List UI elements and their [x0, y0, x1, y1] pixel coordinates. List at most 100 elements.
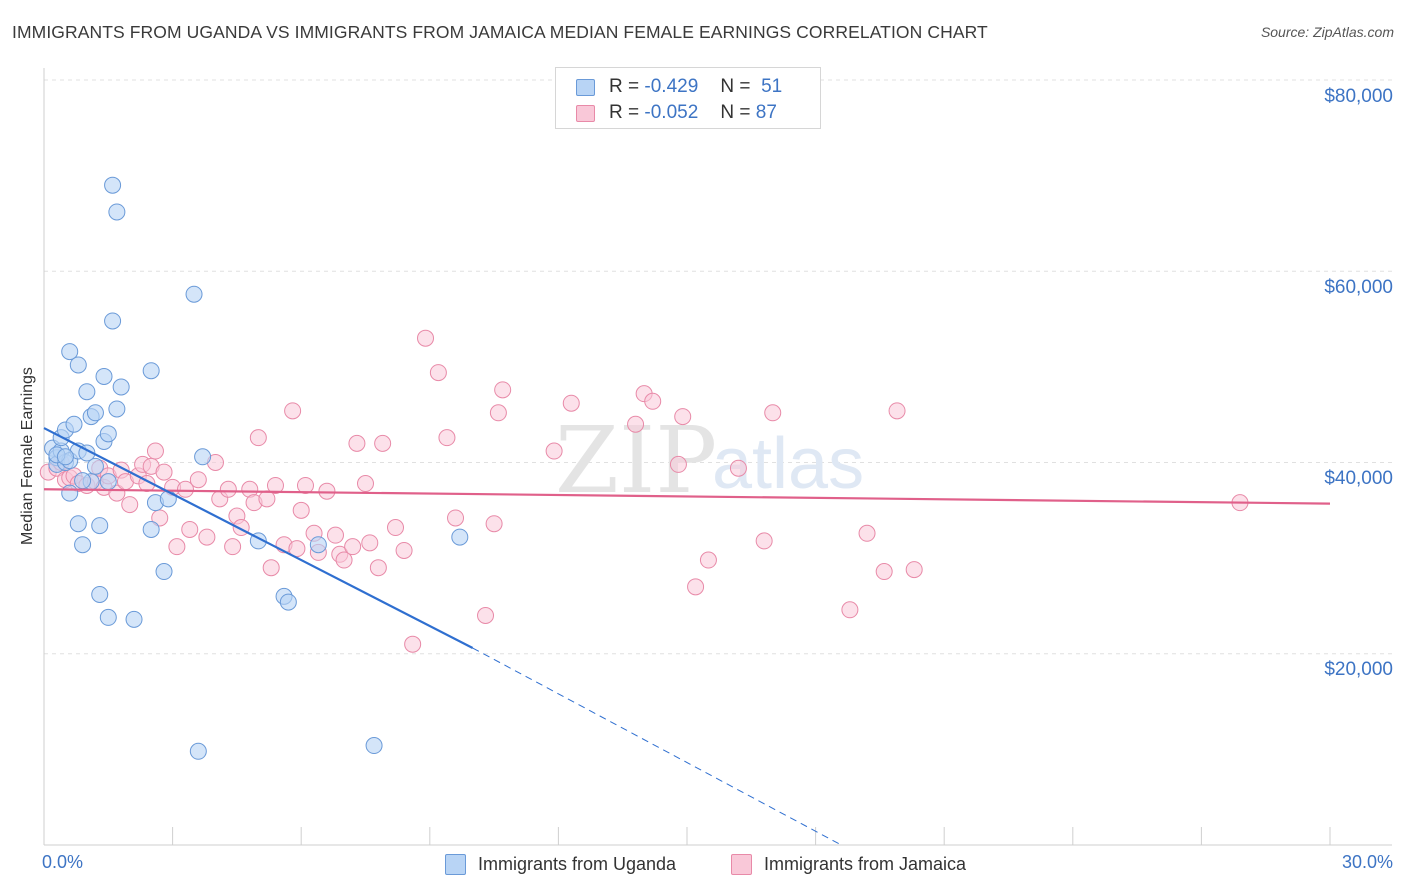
trend-lines	[43, 427, 1331, 846]
jamaica-point	[198, 528, 216, 546]
jamaica-point	[262, 559, 280, 577]
jamaica-point	[888, 402, 906, 420]
jamaica-point	[387, 519, 405, 537]
uganda-point	[74, 472, 92, 490]
uganda-point	[99, 425, 117, 443]
uganda-point	[142, 362, 160, 380]
jamaica-point	[361, 534, 379, 552]
jamaica-point	[729, 459, 747, 477]
legend-jamaica-swatch	[731, 853, 752, 875]
jamaica-point	[168, 538, 186, 556]
jamaica-point	[687, 578, 705, 596]
jamaica-point	[292, 501, 310, 519]
jamaica-point	[417, 329, 435, 347]
uganda-points	[44, 176, 469, 760]
jamaica-point	[181, 520, 199, 538]
uganda-point	[99, 608, 117, 626]
jamaica-point	[266, 476, 284, 494]
jamaica-point	[326, 526, 344, 544]
source-label: Source: ZipAtlas.com	[1260, 24, 1394, 40]
uganda-point	[74, 536, 92, 554]
jamaica-point	[489, 404, 507, 422]
legend-item-jamaica[interactable]: Immigrants from Jamaica	[731, 852, 966, 876]
uganda-point	[65, 415, 83, 433]
jamaica-point	[224, 538, 242, 556]
uganda-trend-line	[43, 427, 474, 649]
jamaica-point	[404, 635, 422, 653]
y-tick-label-60000: $60,000	[1324, 277, 1393, 298]
jamaica-point	[644, 392, 662, 410]
uganda-point	[451, 528, 469, 546]
uganda-point	[61, 343, 79, 361]
jamaica-n-value: 87	[755, 102, 777, 123]
jamaica-point	[284, 402, 302, 420]
uganda-point	[86, 457, 104, 475]
jamaica-swatch	[576, 104, 595, 122]
uganda-point	[159, 490, 177, 508]
jamaica-point	[288, 540, 306, 558]
jamaica-point	[438, 429, 456, 447]
correlation-stats-box: R = -0.429 N = 51 R = -0.052 N = 87	[555, 67, 821, 129]
uganda-point	[104, 312, 122, 330]
jamaica-point	[429, 364, 447, 382]
chart-title: IMMIGRANTS FROM UGANDA VS IMMIGRANTS FRO…	[12, 22, 988, 42]
uganda-point	[309, 536, 327, 554]
jamaica-point	[348, 434, 366, 452]
jamaica-point	[674, 408, 692, 426]
uganda-point	[61, 484, 79, 502]
stats-row-uganda: R = -0.429 N = 51	[576, 75, 782, 99]
jamaica-point	[627, 415, 645, 433]
y-tick-label-80000: $80,000	[1324, 86, 1393, 107]
jamaica-point	[699, 551, 717, 569]
jamaica-trend-line	[43, 488, 1331, 505]
uganda-point	[194, 448, 212, 466]
jamaica-point	[369, 559, 387, 577]
jamaica-point	[146, 442, 164, 460]
y-tick-label-40000: $40,000	[1324, 468, 1393, 489]
legend-uganda-label: Immigrants from Uganda	[478, 853, 677, 874]
jamaica-point	[121, 496, 139, 514]
y-axis-label: Median Female Earnings	[19, 367, 36, 545]
jamaica-point	[219, 480, 237, 498]
uganda-r-value: -0.429	[644, 76, 699, 97]
uganda-point	[185, 285, 203, 303]
jamaica-r-value: -0.052	[644, 102, 699, 123]
jamaica-n-label: N =	[720, 102, 751, 123]
uganda-point	[91, 585, 109, 603]
jamaica-point	[155, 463, 173, 481]
jamaica-point	[335, 551, 353, 569]
uganda-swatch	[576, 78, 595, 96]
uganda-point	[91, 517, 109, 535]
jamaica-point	[562, 394, 580, 412]
uganda-trend-extension	[472, 647, 842, 846]
uganda-point	[104, 176, 122, 194]
jamaica-point	[858, 524, 876, 542]
jamaica-r-label: R =	[609, 102, 640, 123]
y-tick-label-20000: $20,000	[1324, 659, 1393, 680]
jamaica-point	[374, 434, 392, 452]
uganda-r-label: R =	[609, 76, 640, 97]
grid-lines	[44, 79, 1392, 655]
uganda-point	[108, 400, 126, 418]
legend-jamaica-label: Immigrants from Jamaica	[764, 853, 967, 874]
jamaica-point	[485, 515, 503, 533]
jamaica-point	[494, 381, 512, 399]
jamaica-point	[669, 455, 687, 473]
uganda-point	[69, 356, 87, 374]
uganda-point	[189, 742, 207, 760]
uganda-point	[69, 515, 87, 533]
uganda-n-value: 51	[761, 76, 783, 97]
uganda-point	[279, 593, 297, 611]
jamaica-point	[905, 561, 923, 579]
axes	[43, 68, 1392, 846]
jamaica-point	[344, 538, 362, 556]
legend-item-uganda[interactable]: Immigrants from Uganda	[445, 852, 676, 876]
uganda-point	[125, 610, 143, 628]
uganda-n-label: N =	[720, 76, 751, 97]
uganda-point	[155, 563, 173, 581]
jamaica-point	[249, 429, 267, 447]
x-tick-label-max: 30.0%	[1341, 852, 1393, 872]
uganda-point	[99, 473, 117, 491]
jamaica-point	[764, 404, 782, 422]
